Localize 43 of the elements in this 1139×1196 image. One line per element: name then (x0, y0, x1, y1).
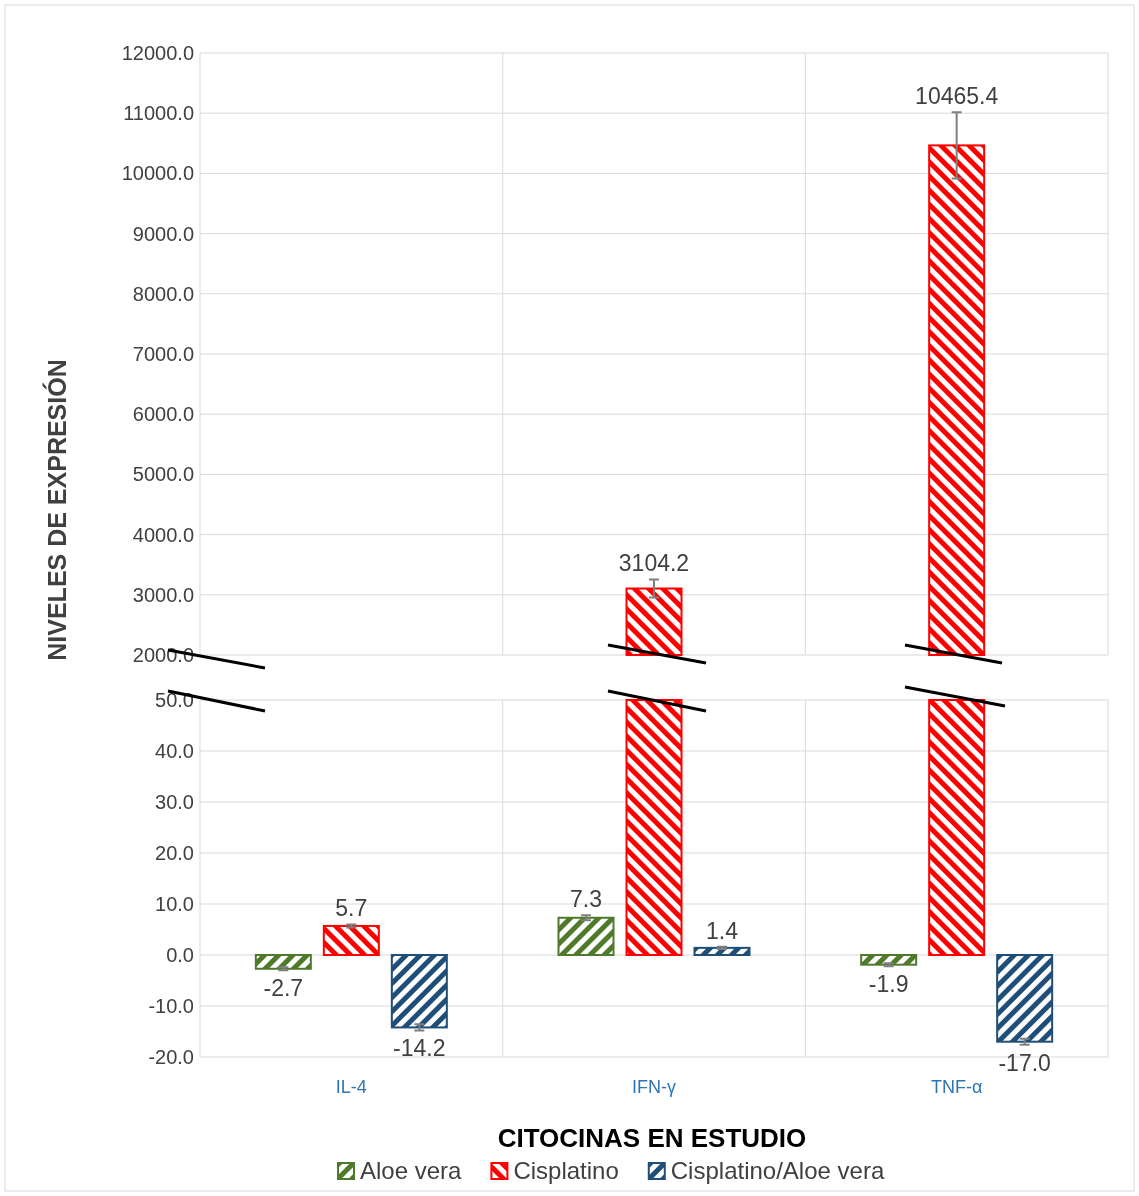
x-tick-label: IFN-γ (632, 1076, 676, 1097)
data-label: -1.9 (868, 971, 909, 998)
bar (254, 954, 312, 970)
x-axis-title: CITOCINAS EN ESTUDIO (497, 1123, 807, 1153)
y-axis-title: NIVELES DE EXPRESIÓN (42, 359, 71, 661)
y-tick-label: 10.0 (155, 892, 194, 915)
legend-label: Cisplatino (513, 1157, 619, 1184)
x-tick-label: IL-4 (335, 1076, 367, 1097)
data-label: 5.7 (335, 895, 368, 922)
y-tick-label: 11000.0 (123, 102, 194, 125)
data-label: -2.7 (263, 975, 304, 1002)
y-tick-label: -10.0 (148, 994, 194, 1017)
data-label: 1.4 (706, 917, 739, 944)
bar (928, 699, 986, 956)
y-tick-label: 10000.0 (121, 162, 194, 185)
y-tick-label: 4000.0 (132, 523, 194, 546)
y-tick-label: 12000.0 (121, 41, 194, 64)
bar (860, 954, 918, 966)
data-label: -14.2 (393, 1035, 446, 1062)
y-tick-label: 0.0 (166, 943, 194, 966)
y-tick-label: -20.0 (148, 1045, 194, 1068)
y-tick-label: 6000.0 (132, 403, 194, 426)
bar (693, 946, 751, 956)
y-tick-label: 9000.0 (132, 222, 194, 245)
y-tick-label: 7000.0 (132, 342, 194, 365)
y-tick-label: 30.0 (155, 790, 194, 813)
data-label: 10465.4 (915, 83, 999, 110)
bar (557, 916, 615, 956)
legend-label: Aloe vera (360, 1157, 463, 1184)
data-label: 7.3 (570, 886, 602, 913)
x-tick-label: TNF-α (930, 1076, 983, 1097)
data-label: -17.0 (998, 1049, 1051, 1076)
y-tick-label: 8000.0 (132, 282, 194, 305)
legend-label: Cisplatino/Aloe vera (670, 1157, 885, 1184)
y-tick-label: 5000.0 (132, 463, 194, 486)
data-label: 3104.2 (618, 550, 690, 577)
bar (322, 924, 380, 956)
y-tick-label: 20.0 (155, 841, 194, 864)
bar (996, 954, 1054, 1043)
y-tick-label: 3000.0 (132, 583, 194, 606)
bar (625, 699, 683, 956)
bar (390, 954, 448, 1029)
y-tick-label: 40.0 (155, 739, 194, 762)
